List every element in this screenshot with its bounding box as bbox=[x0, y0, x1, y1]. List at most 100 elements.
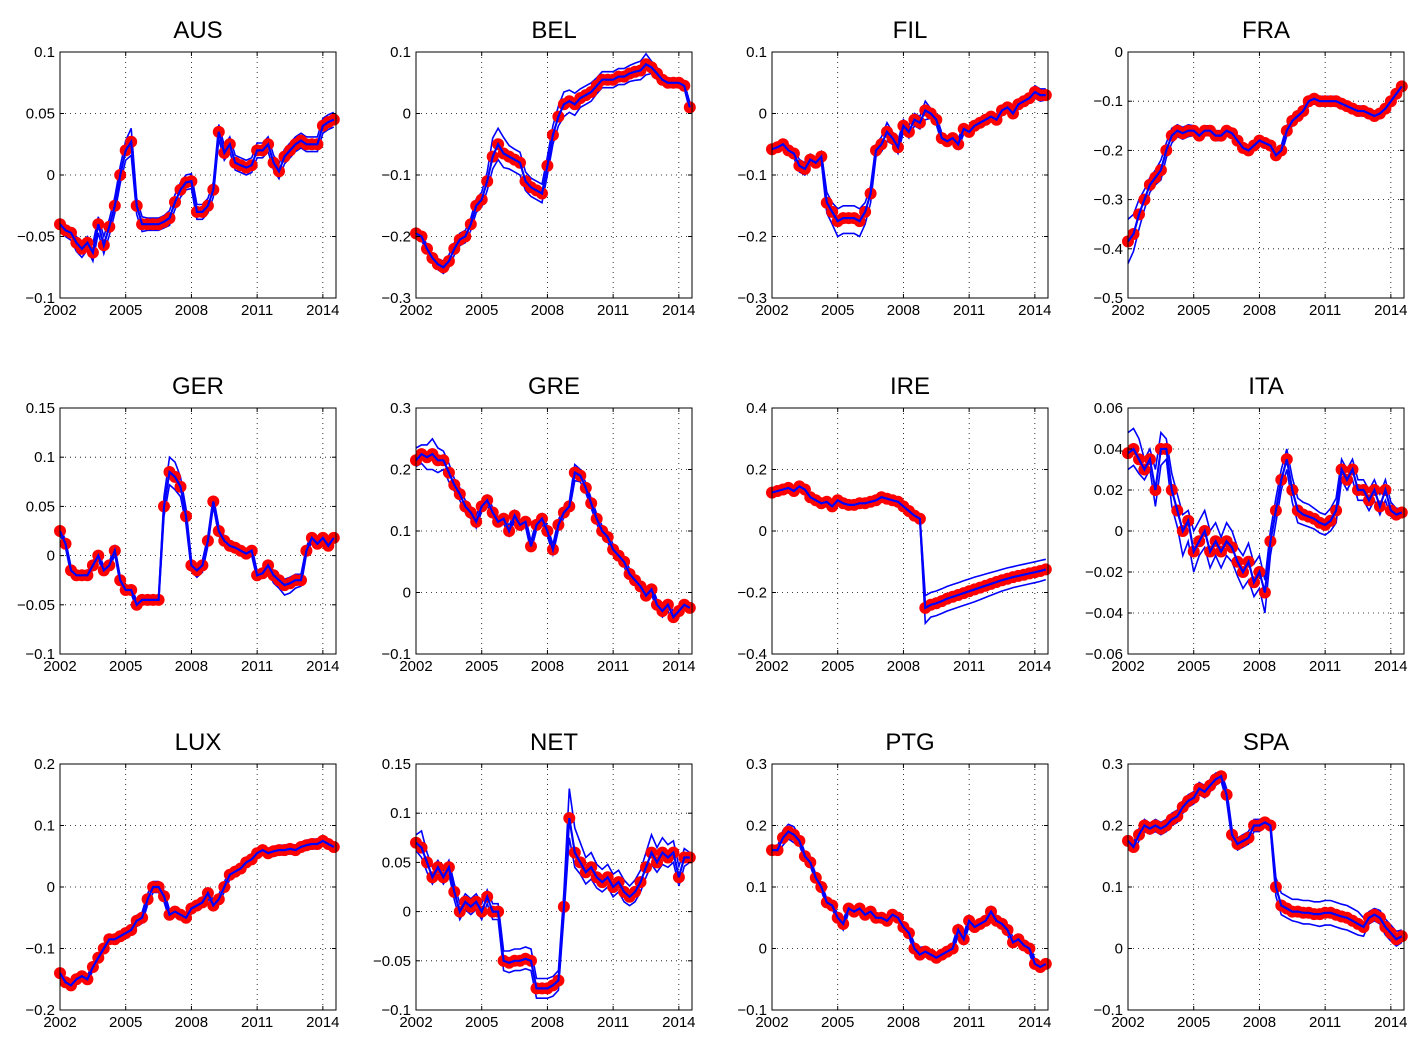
panel-aus: AUS 2002 2005 2008 2011 2014 −0.1 −0.05 0 0.05 0.1 bbox=[17, 17, 340, 319]
panel-title: PTG bbox=[885, 729, 934, 756]
panel-net: NET 2002 2005 2008 2011 2014 −0.1 −0.05 0 0.05 0.1… bbox=[373, 729, 696, 1031]
estimate-markers bbox=[766, 825, 1052, 973]
x-tick-label: 2008 bbox=[1243, 1014, 1276, 1031]
panel-title: IRE bbox=[890, 373, 930, 400]
panel-ita: ITA 2002 2005 2008 2011 2014 −0.06 −0.04 −0.02 0 0… bbox=[1085, 373, 1408, 675]
x-tick-label: 2014 bbox=[1374, 1014, 1407, 1031]
panel-title: LUX bbox=[175, 729, 222, 756]
axes-box bbox=[771, 51, 1049, 299]
panel-title: ITA bbox=[1248, 373, 1284, 400]
y-tick-label: −0.4 bbox=[1093, 241, 1123, 258]
y-tick-label: 0.1 bbox=[390, 44, 411, 61]
x-tick-label: 2002 bbox=[1111, 658, 1144, 675]
upper-band-line bbox=[415, 788, 691, 980]
y-tick-label: −0.1 bbox=[381, 1002, 411, 1019]
axes-box bbox=[1127, 51, 1405, 299]
y-tick-label: 0.2 bbox=[390, 462, 411, 479]
y-tick-label: −0.2 bbox=[737, 585, 767, 602]
x-tick-label: 2008 bbox=[531, 302, 564, 319]
x-tick-label: 2014 bbox=[1374, 658, 1407, 675]
lower-band-line bbox=[1127, 90, 1403, 264]
y-tick-label: −0.1 bbox=[25, 290, 55, 307]
x-tick-label: 2011 bbox=[953, 302, 985, 319]
y-tick-label: 0.05 bbox=[26, 498, 55, 515]
x-tick-label: 2005 bbox=[465, 302, 498, 319]
y-tick-label: 0.3 bbox=[390, 400, 411, 417]
x-tick-label: 2011 bbox=[597, 1014, 629, 1031]
y-tick-label: 0.06 bbox=[1094, 400, 1123, 417]
y-tick-label: 0 bbox=[759, 941, 767, 958]
x-tick-label: 2014 bbox=[306, 302, 339, 319]
upper-band-line bbox=[1127, 770, 1402, 933]
x-tick-label: 2002 bbox=[399, 658, 432, 675]
y-tick-label: −0.1 bbox=[381, 646, 411, 663]
x-tick-label: 2011 bbox=[1309, 1014, 1341, 1031]
y-tick-label: 0 bbox=[759, 523, 767, 540]
x-tick-label: 2005 bbox=[1177, 302, 1210, 319]
y-tick-label: −0.02 bbox=[1085, 564, 1123, 581]
y-tick-label: 0.1 bbox=[390, 805, 411, 822]
estimate-line bbox=[1127, 447, 1403, 593]
y-tick-label: −0.2 bbox=[25, 1002, 55, 1019]
panel-gre: GRE 2002 2005 2008 2011 2014 −0.1 0 0.1 0.2 0.3 bbox=[381, 373, 696, 675]
x-tick-label: 2011 bbox=[1309, 658, 1341, 675]
panel-bel: BEL 2002 2005 2008 2011 2014 −0.3 −0.2 −0.1 0 0.1 bbox=[381, 17, 696, 319]
estimate-line bbox=[1127, 85, 1403, 243]
x-tick-label: 2005 bbox=[465, 658, 498, 675]
panel-title: BEL bbox=[531, 17, 576, 44]
x-tick-label: 2005 bbox=[1177, 1014, 1210, 1031]
y-tick-label: 0.1 bbox=[746, 44, 767, 61]
axes-box bbox=[415, 51, 693, 299]
estimate-line bbox=[1127, 774, 1403, 941]
axes-box bbox=[59, 407, 337, 655]
panel-spa: SPA 2002 2005 2008 2011 2014 −0.1 0 0.1 0.2 0.3 bbox=[1093, 729, 1408, 1031]
panel-title: FIL bbox=[893, 17, 928, 44]
y-tick-label: 0 bbox=[47, 548, 55, 565]
y-tick-label: 0.1 bbox=[746, 879, 767, 896]
x-tick-label: 2005 bbox=[465, 1014, 498, 1031]
x-tick-label: 2011 bbox=[597, 658, 629, 675]
y-tick-label: 0.3 bbox=[746, 756, 767, 773]
upper-band-line bbox=[415, 52, 691, 263]
panel-fra: FRA 2002 2005 2008 2011 2014 −0.5 −0.4 −0.3 −0.2 −… bbox=[1093, 17, 1408, 319]
estimate-line bbox=[415, 62, 691, 269]
lower-band-line bbox=[59, 483, 335, 611]
y-tick-label: −0.05 bbox=[373, 953, 411, 970]
y-tick-label: 0 bbox=[759, 106, 767, 123]
axes-box bbox=[415, 763, 693, 1011]
y-tick-label: −0.1 bbox=[381, 167, 411, 184]
y-tick-label: 0.4 bbox=[746, 400, 767, 417]
y-tick-label: 0.15 bbox=[26, 400, 55, 417]
estimate-markers bbox=[1122, 770, 1408, 946]
x-tick-label: 2008 bbox=[175, 658, 208, 675]
x-tick-label: 2011 bbox=[241, 1014, 273, 1031]
y-tick-label: −0.3 bbox=[737, 290, 767, 307]
panel-title: AUS bbox=[173, 17, 222, 44]
y-tick-label: 0 bbox=[1115, 523, 1123, 540]
y-tick-label: −0.1 bbox=[1093, 1002, 1123, 1019]
estimate-line bbox=[58, 469, 335, 607]
estimate-markers bbox=[766, 86, 1052, 228]
y-tick-label: 0 bbox=[47, 167, 55, 184]
x-tick-label: 2014 bbox=[662, 658, 695, 675]
x-tick-label: 2011 bbox=[1309, 302, 1341, 319]
y-tick-label: −0.2 bbox=[737, 229, 767, 246]
panel-title: FRA bbox=[1242, 17, 1290, 44]
x-tick-label: 2011 bbox=[597, 302, 629, 319]
x-tick-label: 2005 bbox=[821, 1014, 854, 1031]
x-tick-label: 2008 bbox=[887, 658, 920, 675]
y-tick-label: 0.2 bbox=[746, 818, 767, 835]
x-tick-label: 2008 bbox=[531, 1014, 564, 1031]
estimate-line bbox=[771, 90, 1046, 223]
axes-box bbox=[771, 407, 1049, 655]
axes-box bbox=[59, 763, 337, 1011]
x-tick-label: 2005 bbox=[109, 302, 142, 319]
y-tick-label: 0.2 bbox=[1102, 818, 1123, 835]
y-tick-label: −0.3 bbox=[381, 290, 411, 307]
panel-ptg: PTG 2002 2005 2008 2011 2014 −0.1 0 0.1 0.2 0.3 bbox=[737, 729, 1052, 1031]
x-tick-label: 2002 bbox=[755, 1014, 788, 1031]
y-tick-label: −0.04 bbox=[1085, 605, 1123, 622]
axes-box bbox=[771, 763, 1049, 1011]
y-tick-label: 0.1 bbox=[390, 523, 411, 540]
